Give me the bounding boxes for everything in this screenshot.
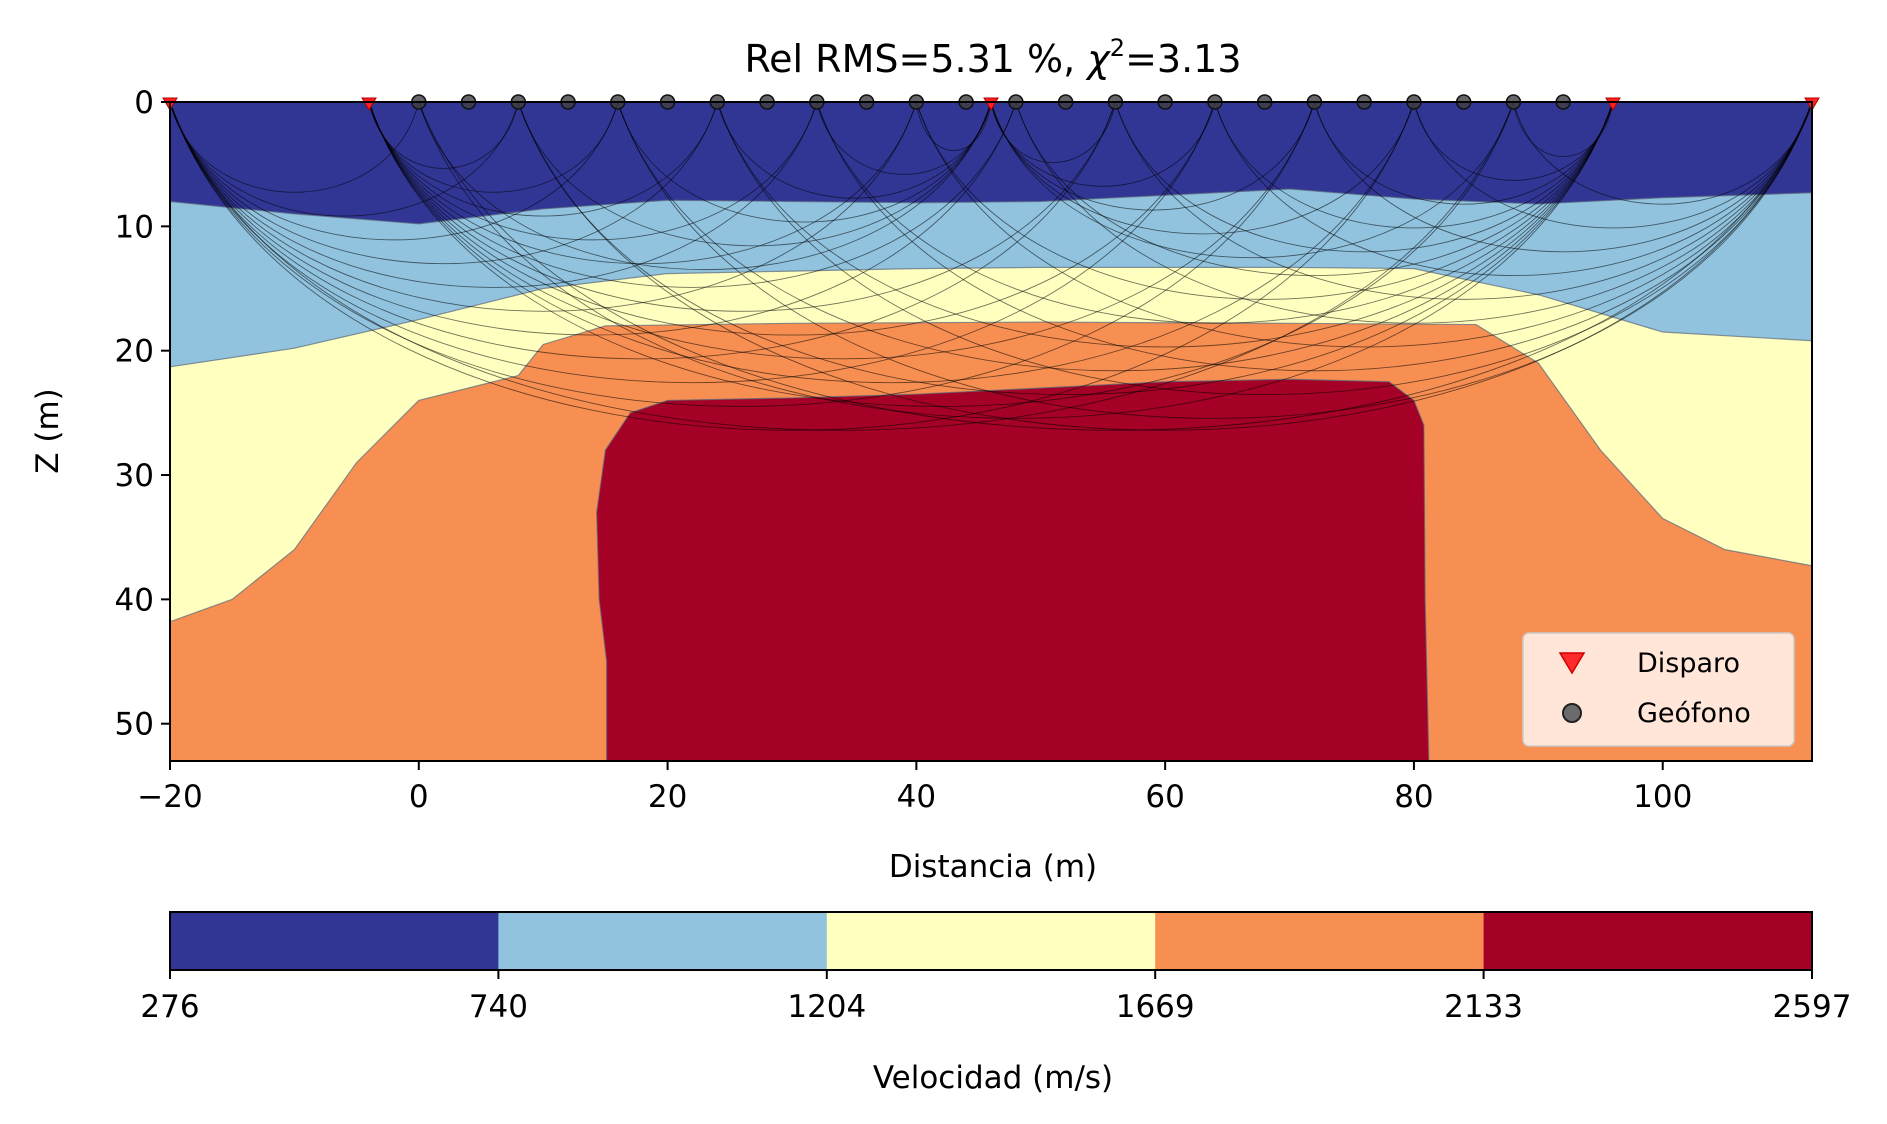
title-superscript: 2	[1110, 34, 1125, 62]
ray-path	[170, 102, 619, 241]
x-axis: −20 0 20 40 60 80 100	[137, 761, 1692, 815]
ray-path	[418, 102, 1614, 419]
ray-path	[170, 102, 917, 312]
ray-path	[1214, 102, 1614, 229]
geophone-legend-label: Geófono	[1637, 698, 1751, 729]
colorbar-segment	[826, 912, 1156, 970]
x-tick-label: 20	[648, 779, 687, 815]
plot-area	[162, 94, 1820, 762]
ray-path	[990, 102, 1216, 187]
title-prefix: Rel RMS=5.31 %,	[744, 37, 1087, 81]
colorbar-tick-label: 740	[469, 989, 528, 1025]
colorbar-tick-label: 1204	[787, 989, 866, 1025]
title-chi: χ	[1085, 37, 1111, 81]
ray-path	[716, 102, 1614, 348]
chart-title: Rel RMS=5.31 %, χ2=3.13	[744, 34, 1241, 81]
colorbar-segment	[498, 912, 828, 970]
x-tick-label: 0	[409, 779, 429, 815]
colorbar: 276 740 1204 1669 2133 2597	[140, 911, 1852, 1025]
colorbar-segment	[1483, 912, 1813, 970]
layer-5-body	[596, 378, 1430, 761]
y-tick-label: 30	[115, 458, 154, 494]
y-tick-label: 50	[115, 707, 154, 743]
ray-path	[617, 102, 1812, 419]
colorbar-tick-label: 2133	[1444, 989, 1523, 1025]
ray-path	[1114, 102, 1812, 300]
colorbar-segment	[170, 912, 499, 970]
ray-path	[368, 102, 1315, 360]
ray-path	[617, 102, 1614, 372]
ray-path	[517, 102, 1812, 431]
ray-path	[816, 102, 1614, 324]
ray-path	[170, 102, 1017, 336]
ray-path	[1313, 102, 1812, 253]
ray-path	[170, 102, 1514, 431]
x-tick-label: −20	[137, 779, 202, 815]
ray-path	[990, 102, 1116, 163]
ray-path	[368, 102, 1216, 336]
ray-path	[1513, 102, 1812, 205]
ray-path	[915, 102, 992, 152]
ray-path	[368, 102, 1415, 384]
x-axis-label: Distancia (m)	[889, 849, 1097, 885]
colorbar-tick-label: 2597	[1773, 989, 1852, 1025]
ray-path	[990, 102, 1514, 258]
ray-path	[915, 102, 1812, 348]
ray-path	[170, 102, 420, 193]
colorbar-segment	[1155, 912, 1485, 970]
ray-path	[1015, 102, 1812, 324]
ray-path	[418, 102, 1812, 431]
ray-path	[368, 102, 1017, 288]
y-tick-label: 10	[115, 209, 154, 245]
ray-path	[1313, 102, 1614, 205]
ray-path	[517, 102, 1614, 395]
colorbar-frame	[169, 911, 1813, 971]
ray-path	[170, 102, 718, 265]
ray-path	[1513, 102, 1614, 157]
ray-path	[368, 102, 718, 217]
ray-path	[990, 102, 1315, 211]
legend-box	[1522, 632, 1795, 747]
ray-path	[816, 102, 1812, 372]
ray-path	[368, 102, 1116, 312]
ray-path	[716, 102, 1812, 395]
ray-path	[990, 102, 1415, 235]
y-axis: 0 10 20 30 40 50	[115, 85, 170, 743]
shot-legend-marker	[1558, 652, 1586, 675]
y-tick-label: 0	[134, 85, 154, 121]
ray-path	[418, 102, 992, 270]
y-tick-label: 20	[115, 334, 154, 370]
ray-path	[716, 102, 992, 199]
shot-legend-label: Disparo	[1637, 648, 1740, 679]
geophone-legend-marker	[1562, 703, 1582, 723]
ray-path	[517, 102, 992, 247]
y-tick-label: 40	[115, 582, 154, 618]
title-suffix: =3.13	[1125, 37, 1241, 81]
ray-path	[368, 102, 619, 193]
x-tick-label: 40	[897, 779, 936, 815]
legend: Disparo Geófono	[1522, 632, 1795, 747]
ray-path	[1015, 102, 1614, 276]
x-tick-label: 60	[1145, 779, 1184, 815]
x-tick-label: 80	[1394, 779, 1433, 815]
x-tick-label: 100	[1633, 779, 1692, 815]
ray-path	[1214, 102, 1812, 276]
y-axis-label: Z (m)	[30, 388, 66, 473]
ray-path	[170, 102, 1315, 407]
ray-path	[170, 102, 1116, 360]
ray-path	[1413, 102, 1812, 229]
colorbar-tick-label: 1669	[1116, 989, 1195, 1025]
ray-path	[170, 102, 818, 288]
plot-frame	[169, 101, 1813, 762]
ray-path	[368, 102, 818, 241]
ray-path	[170, 102, 1415, 431]
ray-path	[170, 102, 519, 217]
ray-path	[368, 102, 917, 265]
ray-path	[1114, 102, 1614, 253]
colorbar-label: Velocidad (m/s)	[873, 1060, 1113, 1096]
ray-path	[915, 102, 1614, 300]
colorbar-tick-label: 276	[140, 989, 199, 1025]
ray-path	[1413, 102, 1614, 181]
